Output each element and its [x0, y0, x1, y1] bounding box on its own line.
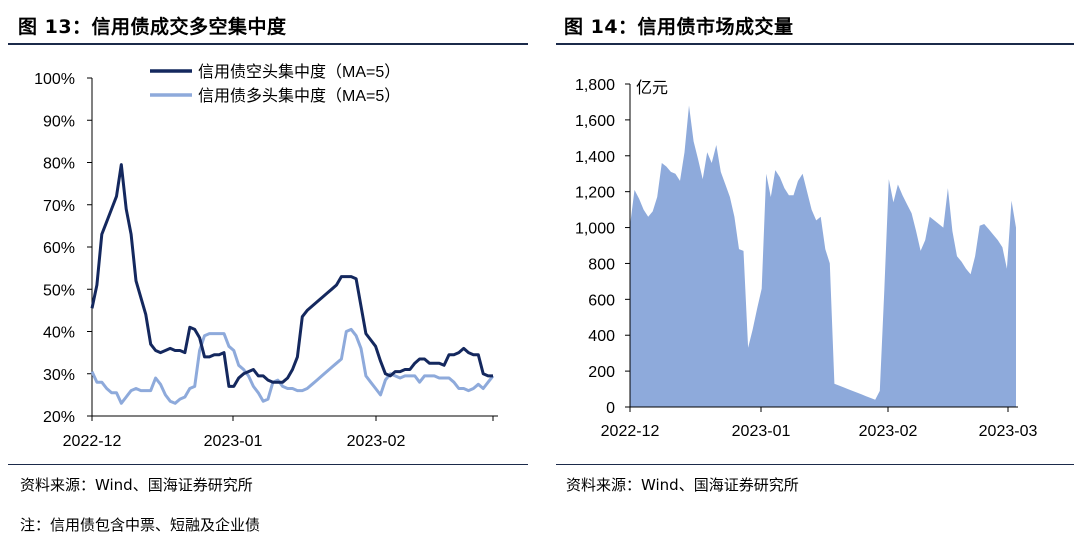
chart14-ytick-label: 1,000 — [575, 221, 615, 238]
chart13-ytick-label: 50% — [43, 282, 75, 299]
chart14-ytick-label: 1,200 — [575, 185, 615, 202]
chart13: 100% 90% 80% 70% 60% 50% 40% 30% 20% 2022-12 2023… — [34, 63, 498, 450]
chart13-legend: 信用债空头集中度（MA=5） 信用债多头集中度（MA=5） — [150, 63, 400, 105]
chart13-xtick-label: 2022-12 — [63, 433, 122, 450]
chart13-xtick-label: 2023-01 — [204, 433, 263, 450]
chart13-ytick-label: 40% — [43, 325, 75, 342]
chart13-ytick-label: 80% — [43, 156, 75, 173]
legend-label-short: 信用债空头集中度（MA=5） — [198, 63, 400, 81]
chart14: 1,800 1,600 1,400 1,200 1,000 800 600 400 200 0 2… — [575, 77, 1038, 440]
series-line-long-concentration — [90, 327, 495, 405]
chart14-xtick-label: 2022-12 — [601, 423, 660, 440]
figure-13-top-rule — [8, 43, 528, 45]
legend-label-long: 信用债多头集中度（MA=5） — [198, 87, 400, 105]
chart13-ytick-label: 70% — [43, 198, 75, 215]
footnote: 注：信用债包含中票、短融及企业债 — [20, 516, 261, 534]
figure-14-top-rule — [556, 43, 1074, 45]
figure-13-title: 图 13：信用债成交多空集中度 — [18, 16, 287, 38]
chart13-xtick-label: 2023-02 — [347, 433, 406, 450]
chart14-xtick-label: 2023-03 — [979, 423, 1038, 440]
chart14-ytick-label: 200 — [588, 364, 615, 381]
chart13-ytick-label: 20% — [43, 409, 75, 426]
chart14-ytick-label: 800 — [588, 256, 615, 273]
volume-area — [630, 105, 1016, 407]
chart13-ytick-label: 60% — [43, 240, 75, 257]
chart14-unit-label: 亿元 — [636, 79, 668, 97]
figure-13-bottom-rule — [8, 464, 528, 465]
chart13-ytick-label: 100% — [34, 71, 75, 88]
chart14-ytick-label: 600 — [588, 292, 615, 309]
series-line-short-concentration — [90, 163, 493, 388]
chart13-ytick-label: 90% — [43, 113, 75, 130]
chart14-xtick-label: 2023-01 — [732, 423, 791, 440]
figure-14-source: 资料来源：Wind、国海证券研究所 — [566, 476, 799, 494]
chart14-ytick-label: 0 — [606, 400, 615, 417]
chart14-ytick-label: 1,800 — [575, 77, 615, 94]
chart14-ytick-label: 1,400 — [575, 149, 615, 166]
chart14-ytick-label: 400 — [588, 328, 615, 345]
chart13-ytick-label: 30% — [43, 367, 75, 384]
chart14-xtick-label: 2023-02 — [859, 423, 918, 440]
chart14-ytick-label: 1,600 — [575, 113, 615, 130]
figure-14-bottom-rule — [556, 464, 1074, 465]
figure-14-title: 图 14：信用债市场成交量 — [564, 16, 794, 38]
figure-13-source: 资料来源：Wind、国海证券研究所 — [20, 476, 253, 494]
